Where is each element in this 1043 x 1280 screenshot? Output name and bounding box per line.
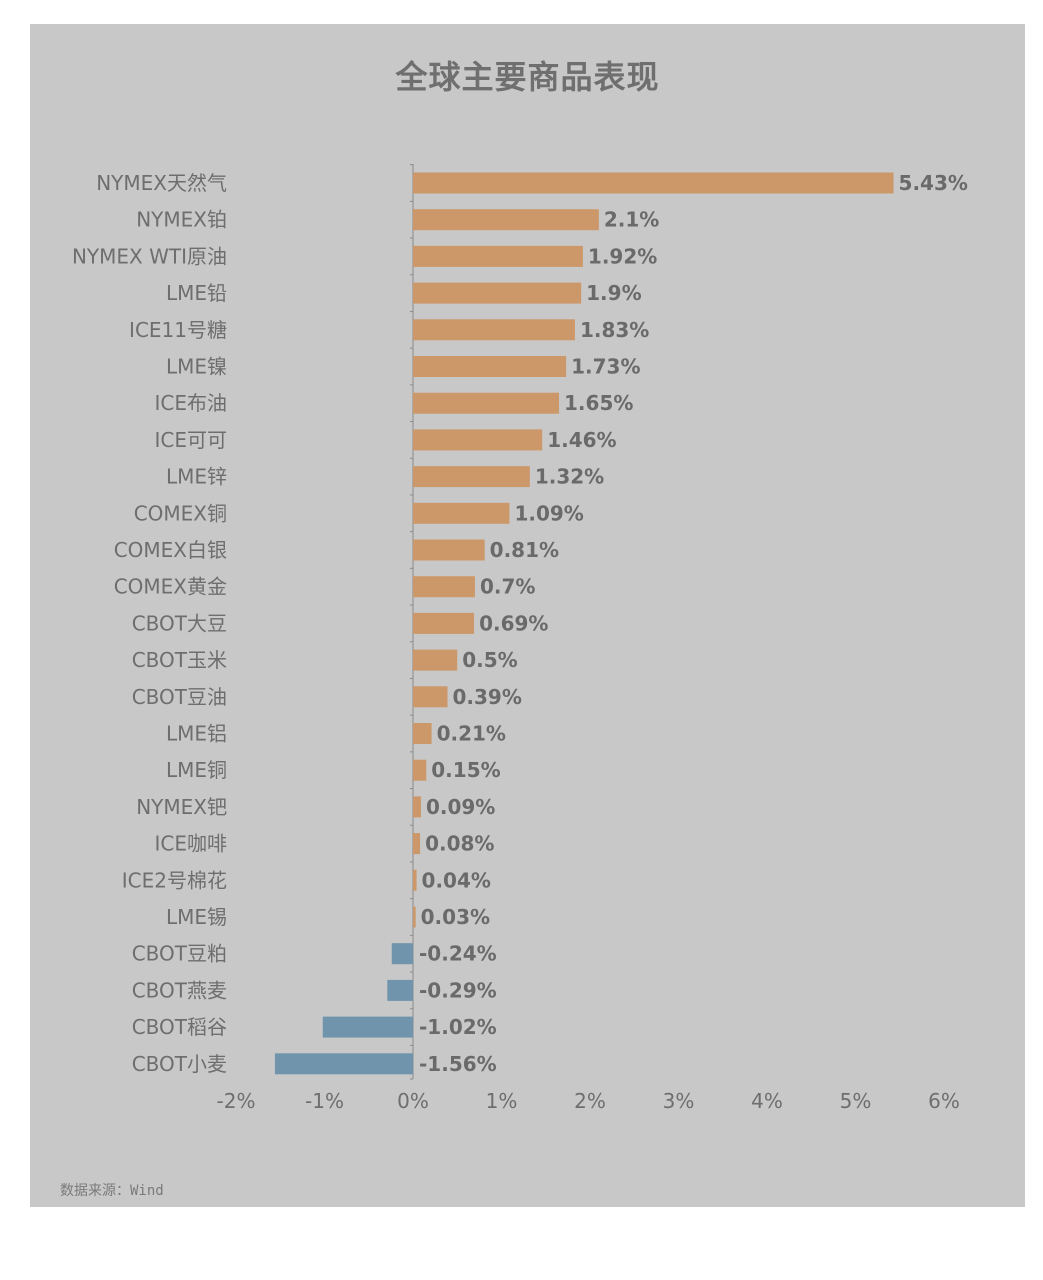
bar [413,172,894,194]
category-label: CBOT豆油 [132,685,227,709]
category-label: LME锌 [166,465,227,489]
bar [413,245,583,267]
category-label: ICE2号棉花 [122,868,227,892]
value-label: 0.09% [426,795,495,819]
category-label: LME锡 [166,905,227,929]
category-label: NYMEX天然气 [96,171,227,195]
bar [391,943,413,965]
bar [413,429,543,451]
bar [413,466,530,488]
value-label: -0.24% [419,942,497,966]
bar [413,649,458,671]
category-label: ICE11号糖 [129,318,227,342]
value-label: 0.7% [480,575,535,599]
x-tick-label: 6% [928,1089,960,1113]
value-label: 0.21% [437,722,506,746]
bar [413,539,485,561]
value-label: 1.73% [571,355,640,379]
bar [413,319,575,341]
value-label: -0.29% [419,978,497,1002]
bar-chart: NYMEX天然气 5.43% NYMEX铂 2.1% NYMEX WTI原油 1.92% L… [72,164,968,1113]
category-label: NYMEX钯 [136,795,227,819]
value-label: 1.92% [588,244,657,268]
x-tick-label: 4% [751,1089,783,1113]
x-tick-label: 3% [663,1089,695,1113]
category-label: COMEX铜 [134,501,227,525]
bar [413,209,599,231]
category-label: COMEX黄金 [114,575,227,599]
x-tick-label: 5% [840,1089,872,1113]
category-label: CBOT小麦 [132,1052,227,1076]
value-label: 2.1% [604,208,659,232]
category-label: ICE布油 [155,391,228,415]
value-label: 1.83% [580,318,649,342]
value-label: 1.9% [586,281,641,305]
bar [413,356,567,377]
x-tick-label: 0% [397,1089,429,1113]
category-label: CBOT玉米 [132,648,227,672]
value-label: -1.56% [419,1052,497,1076]
bar [413,502,510,524]
category-label: ICE可可 [155,428,228,452]
source-note: 数据来源：Wind [60,1183,164,1199]
category-label: LME镍 [166,355,227,379]
value-label: 0.15% [431,758,500,782]
bar [413,759,427,781]
bar [413,833,421,855]
value-label: 0.81% [490,538,559,562]
bar [322,1016,413,1038]
bar [413,723,432,744]
value-label: 1.32% [535,465,604,489]
category-label: NYMEX铂 [136,208,227,232]
category-label: LME铅 [166,281,227,305]
category-label: CBOT稻谷 [132,1015,227,1039]
value-label: 0.39% [453,685,522,709]
category-label: ICE咖啡 [155,832,228,856]
value-label: 5.43% [899,171,968,195]
x-tick-label: 1% [486,1089,518,1113]
bar [274,1053,413,1075]
category-label: CBOT豆粕 [132,942,227,966]
bar [413,576,475,598]
value-label: 0.5% [462,648,517,672]
x-tick-label: -1% [305,1089,344,1113]
category-label: COMEX白银 [114,538,227,562]
bar [413,282,582,304]
category-label: NYMEX WTI原油 [72,244,227,268]
value-label: 1.09% [514,501,583,525]
chart-panel: 全球主要商品表现 NYMEX天然气 5.43% NYMEX铂 2.1% NYMEX WT… [30,24,1025,1207]
value-label: 0.08% [425,832,494,856]
x-tick-label: -2% [217,1089,256,1113]
bar [413,686,448,708]
x-tick-label: 2% [574,1089,606,1113]
category-label: LME铜 [166,758,227,782]
bar [413,392,560,414]
value-label: 0.04% [422,868,491,892]
value-label: -1.02% [419,1015,497,1039]
value-label: 0.69% [479,611,548,635]
category-label: LME铝 [166,722,227,746]
category-label: CBOT大豆 [132,611,227,635]
chart-title: 全球主要商品表现 [395,58,660,96]
value-label: 1.65% [564,391,633,415]
value-label: 0.03% [421,905,490,929]
bar [387,979,413,1001]
bar [413,906,416,928]
bar [413,869,417,891]
category-label: CBOT燕麦 [132,978,227,1002]
bar [413,612,475,634]
bar [413,796,421,818]
value-label: 1.46% [547,428,616,452]
